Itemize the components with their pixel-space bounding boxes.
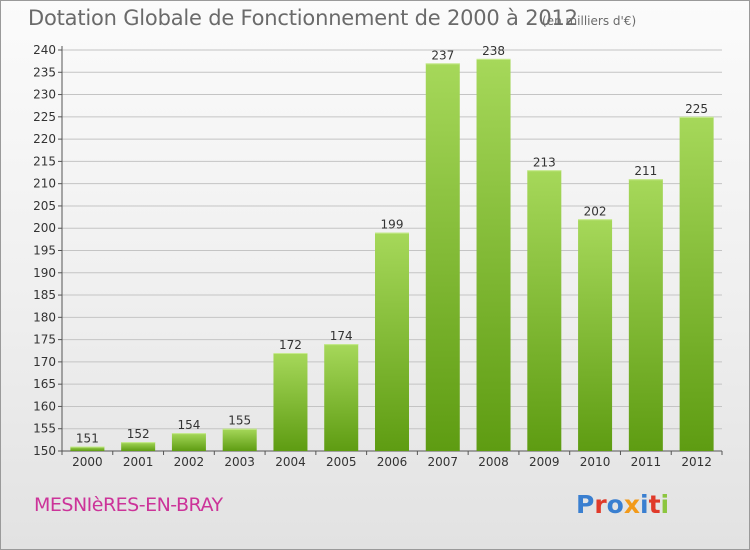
y-tick-label: 190 — [33, 266, 56, 280]
y-tick-label: 225 — [33, 110, 56, 124]
axes: 150 155 160 165 170 175 180 185 190 195 200 205 210 2… — [33, 43, 723, 469]
logo-letter: r — [594, 490, 607, 519]
value-label-2008: 238 — [482, 44, 505, 58]
value-label-2005: 174 — [330, 329, 353, 343]
bar-2007 — [425, 63, 460, 451]
bar-2005 — [324, 344, 359, 451]
y-tick-label: 155 — [33, 422, 56, 436]
value-label-2001: 152 — [127, 427, 150, 441]
y-tick-label: 185 — [33, 288, 56, 302]
chart-title: Dotation Globale de Fonctionnement de 20… — [28, 6, 578, 30]
x-tick-label: 2005 — [326, 455, 357, 469]
logo-letter: t — [648, 490, 661, 519]
bars — [70, 58, 714, 452]
y-tick-label: 180 — [33, 310, 56, 324]
value-label-2012: 225 — [685, 102, 708, 116]
value-label-2006: 199 — [381, 218, 404, 232]
place-name: MESNIèRES-EN-BRAY — [34, 494, 223, 516]
x-tick-label: 2009 — [529, 455, 560, 469]
bar-2000 — [70, 446, 105, 451]
bar-2003 — [222, 428, 257, 451]
bar-2009 — [527, 170, 562, 452]
value-label-2011: 211 — [634, 164, 657, 178]
bar-2012 — [679, 116, 714, 451]
bar-2008 — [476, 58, 511, 452]
logo-letter: i — [640, 490, 649, 519]
y-tick-label: 235 — [33, 65, 56, 79]
y-tick-label: 195 — [33, 244, 56, 258]
proxiti-logo[interactable]: Proxiti — [576, 490, 669, 519]
y-tick-label: 175 — [33, 333, 56, 347]
x-tick-label: 2002 — [174, 455, 205, 469]
value-label-2002: 154 — [177, 418, 200, 432]
y-tick-label: 215 — [33, 154, 56, 168]
x-tick-label: 2007 — [427, 455, 458, 469]
x-tick-label: 2006 — [377, 455, 408, 469]
value-label-2009: 213 — [533, 155, 556, 169]
value-label-2010: 202 — [584, 204, 607, 218]
value-label-2007: 237 — [431, 48, 454, 62]
y-tick-label: 165 — [33, 377, 56, 391]
bar-2001 — [121, 442, 156, 451]
x-tick-label: 2010 — [580, 455, 611, 469]
bar-2002 — [171, 433, 206, 451]
y-tick-label: 230 — [33, 88, 56, 102]
y-tick-label: 200 — [33, 221, 56, 235]
x-tick-label: 2003 — [224, 455, 255, 469]
value-label-2003: 155 — [228, 414, 251, 428]
y-tick-label: 160 — [33, 399, 56, 413]
y-tick-label: 205 — [33, 199, 56, 213]
chart-subtitle: (en milliers d'€) — [542, 14, 637, 28]
bar-2006 — [375, 232, 409, 451]
y-tick-label: 170 — [33, 355, 56, 369]
x-tick-label: 2012 — [681, 455, 712, 469]
x-tick-label: 2011 — [631, 455, 662, 469]
logo-letter: i — [660, 490, 670, 519]
y-tick-label: 150 — [33, 444, 56, 458]
x-tick-label: 2000 — [72, 455, 103, 469]
logo-letter: x — [623, 490, 640, 519]
y-tick-label: 210 — [33, 177, 56, 191]
y-tick-label: 220 — [33, 132, 56, 146]
labels: 151 152 154 155 172 174 199 237 238 213 202 211 225 — [76, 44, 708, 446]
x-tick-label: 2004 — [275, 455, 306, 469]
logo-letter: P — [576, 490, 595, 519]
bar-2011 — [628, 179, 663, 451]
y-tick-label: 240 — [33, 43, 56, 57]
value-label-2000: 151 — [76, 432, 99, 446]
x-tick-label: 2001 — [123, 455, 154, 469]
x-tick-label: 2008 — [478, 455, 509, 469]
bar-2010 — [578, 219, 613, 451]
bar-2004 — [273, 352, 308, 451]
logo-letter: o — [606, 490, 624, 519]
value-label-2004: 172 — [279, 338, 302, 352]
